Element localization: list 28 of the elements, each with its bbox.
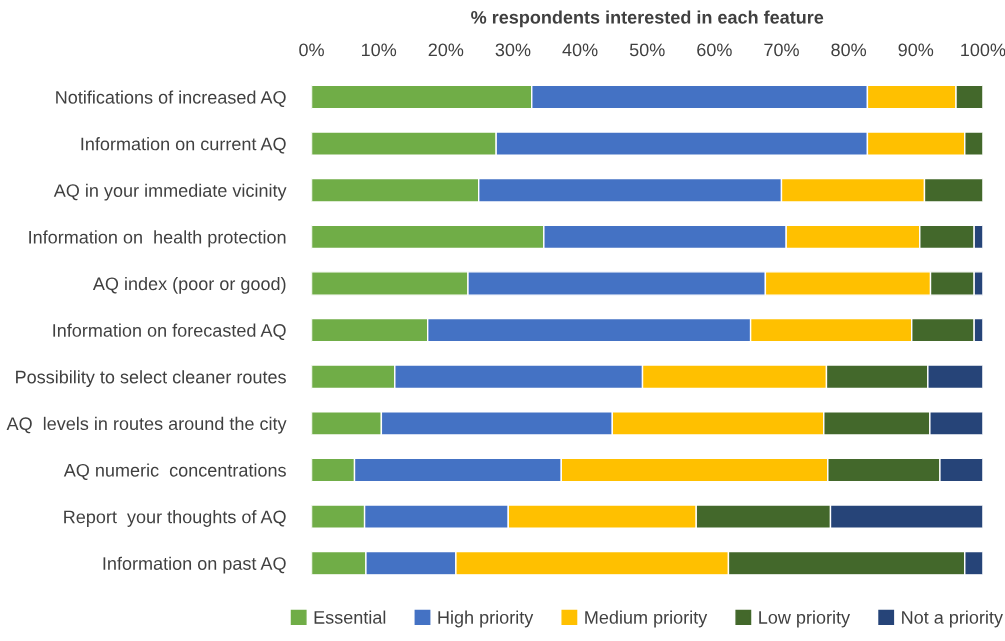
x-tick-label: 100% — [961, 43, 1005, 57]
x-tick-label: 90% — [898, 43, 934, 57]
y-tick-label: AQ index (poor or good) — [92, 276, 286, 294]
x-tick-label: 80% — [831, 43, 867, 57]
y-tick-label: Information on health protection — [29, 230, 286, 248]
y-tick-label: Information on current AQ — [81, 137, 286, 154]
y-tick-label: AQ numeric concentrations — [63, 463, 286, 480]
x-axis-title: % respondents interested in each feature — [471, 10, 824, 28]
y-tick-label: Information on past AQ — [103, 556, 286, 574]
legend-label: Not a priority — [902, 610, 1003, 628]
legend-label: High priority — [438, 610, 534, 628]
x-tick-label: 30% — [495, 43, 531, 57]
x-tick-label: 70% — [764, 43, 799, 57]
x-tick-label: 20% — [428, 43, 464, 57]
legend-label: Essential — [314, 610, 386, 624]
y-tick-label: Possibility to select cleaner routes — [16, 370, 286, 388]
x-tick-label: 0% — [299, 43, 324, 57]
legend-label: Low priority — [759, 610, 851, 628]
y-tick-label: Information on forecasted AQ — [53, 323, 286, 341]
x-tick-label: 40% — [562, 43, 598, 57]
y-tick-label: Notifications of increased AQ — [56, 90, 286, 107]
y-tick-label: Report your thoughts of AQ — [64, 510, 286, 527]
y-tick-label: AQ levels in routes around the city — [6, 416, 287, 434]
x-tick-label: 50% — [629, 43, 665, 57]
legend-label: Medium priority — [585, 610, 708, 628]
x-tick-label: 10% — [361, 43, 397, 57]
y-tick-label: AQ in your immediate vicinity — [53, 183, 287, 201]
x-tick-label: 60% — [697, 43, 732, 57]
